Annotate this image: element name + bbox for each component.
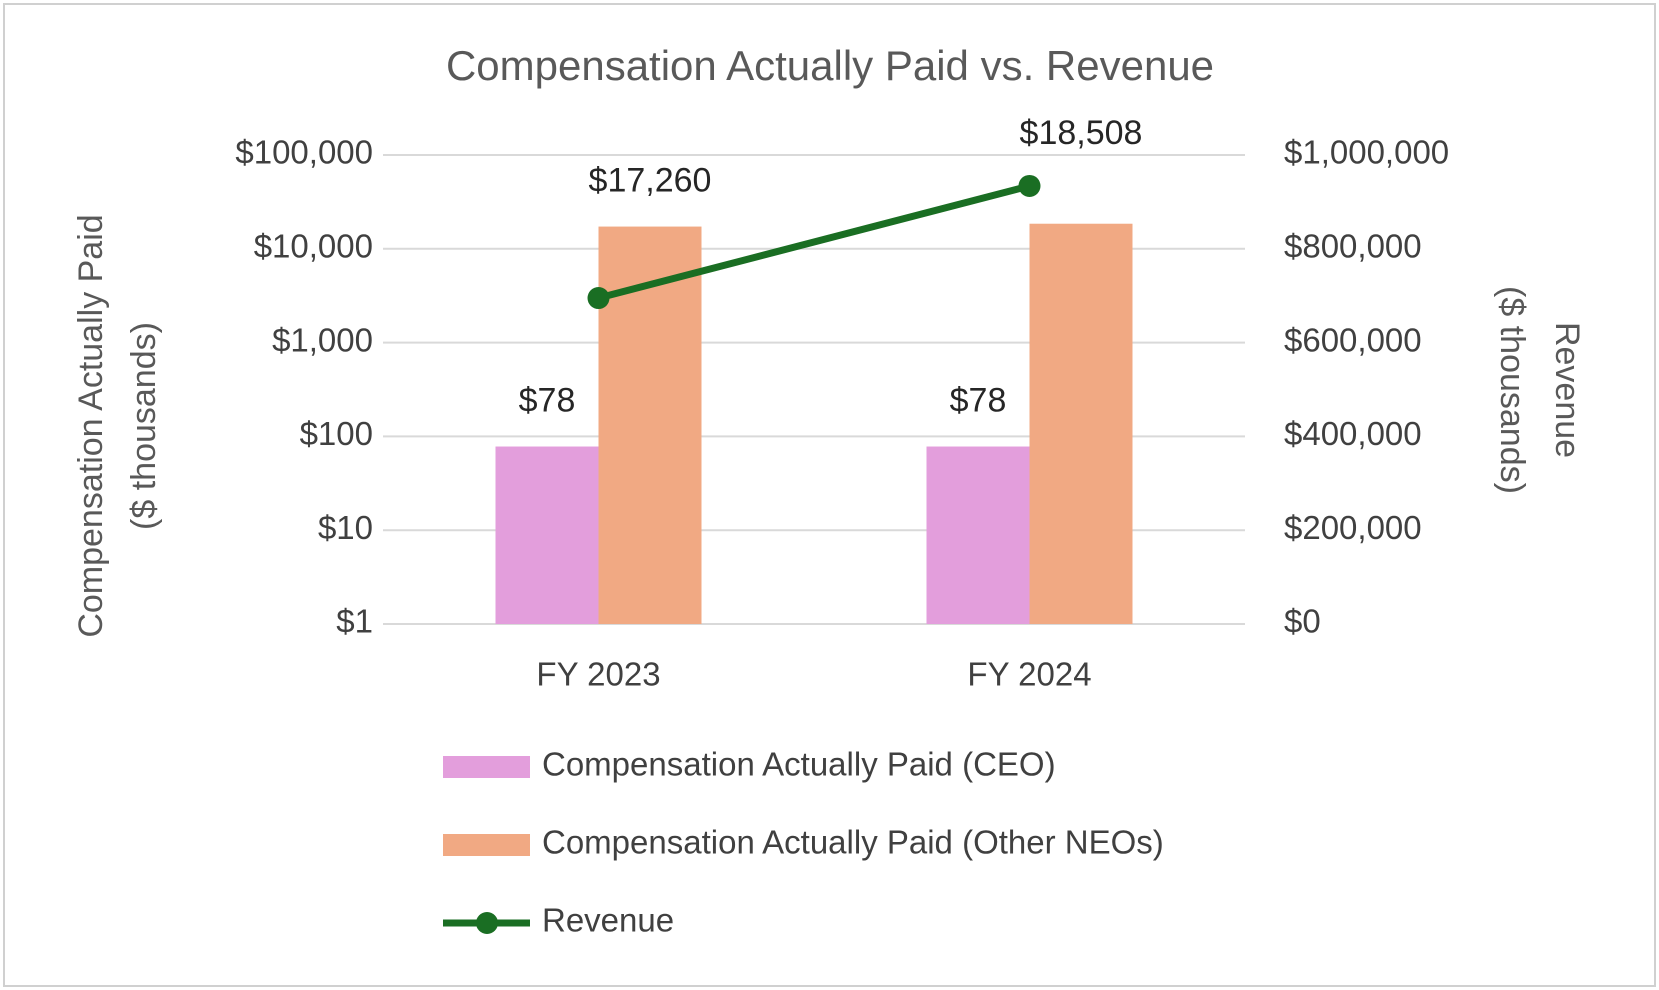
y2-axis-title: Revenue ($ thousands) [1493, 286, 1586, 494]
y-tick-label: $100,000 [235, 134, 373, 171]
y-tick-label: $100 [300, 415, 373, 452]
y2-axis-title-line: ($ thousands) [1493, 286, 1531, 494]
bar [926, 446, 1030, 624]
chart-title: Compensation Actually Paid vs. Revenue [446, 42, 1214, 89]
legend-label: Compensation Actually Paid (Other NEOs) [542, 824, 1164, 861]
legend-swatch [443, 834, 530, 856]
y-axis-title-line: ($ thousands) [125, 322, 163, 530]
y-axis-title: Compensation Actually Paid ($ thousands) [72, 214, 163, 637]
y2-tick-label: $800,000 [1284, 228, 1422, 265]
bar [495, 446, 599, 624]
bar [1029, 223, 1133, 624]
y-tick-label: $10,000 [254, 228, 373, 265]
x-tick-label: FY 2024 [967, 656, 1091, 693]
y-axis-title-line: Compensation Actually Paid [72, 214, 110, 637]
legend-swatch [443, 756, 530, 778]
y-tick-label: $1,000 [272, 321, 373, 358]
chart-frame [3, 3, 1656, 987]
legend-swatch-marker [476, 912, 498, 934]
data-label: $17,260 [589, 162, 712, 200]
data-label: $18,508 [1020, 114, 1143, 152]
y-tick-label: $1 [336, 603, 373, 640]
y2-tick-label: $400,000 [1284, 415, 1422, 452]
data-label: $78 [519, 382, 576, 420]
data-label: $78 [950, 382, 1007, 420]
legend-label: Compensation Actually Paid (CEO) [542, 746, 1056, 783]
line [597, 182, 1031, 302]
y2-tick-label: $200,000 [1284, 509, 1422, 546]
line-marker [1018, 174, 1041, 197]
y2-tick-label: $600,000 [1284, 321, 1422, 358]
x-tick-label: FY 2023 [536, 656, 660, 693]
y2-axis-title-line: Revenue [1548, 322, 1586, 458]
y-tick-label: $10 [318, 509, 373, 546]
y2-tick-label: $1,000,000 [1284, 134, 1449, 171]
y2-tick-label: $0 [1284, 603, 1321, 640]
line-marker [587, 287, 610, 310]
legend-label: Revenue [542, 902, 674, 939]
